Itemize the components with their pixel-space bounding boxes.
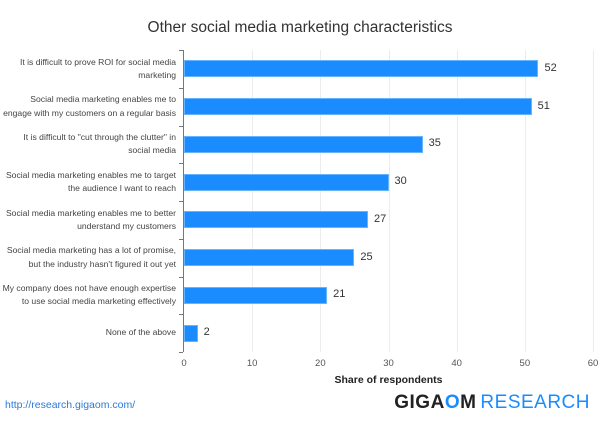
value-label: 21 bbox=[333, 288, 346, 301]
y-tick bbox=[179, 87, 183, 89]
gridline bbox=[320, 50, 322, 352]
category-label: It is difficult to "cut through the clut… bbox=[23, 132, 176, 156]
brand-text-o: O bbox=[444, 392, 461, 413]
bar[interactable] bbox=[184, 135, 423, 153]
category-label: Social media marketing enables me to tar… bbox=[5, 169, 176, 194]
y-axis-line bbox=[183, 50, 184, 352]
category-label: My company does not have enough expertis… bbox=[2, 283, 176, 307]
brand-text-giga: GIGA bbox=[394, 392, 445, 413]
bar[interactable] bbox=[184, 249, 355, 267]
category-label: Social media marketing has a lot of prom… bbox=[6, 245, 176, 269]
category-label: Social media marketing enables me to eng… bbox=[3, 94, 176, 118]
bar[interactable] bbox=[184, 98, 532, 116]
value-label: 25 bbox=[360, 250, 373, 263]
y-tick bbox=[179, 314, 183, 316]
x-tick-label: 40 bbox=[451, 358, 462, 369]
bar[interactable] bbox=[184, 173, 389, 191]
category-label: None of the above bbox=[105, 327, 176, 338]
x-tick-label: 20 bbox=[315, 358, 326, 369]
category-label: It is difficult to prove ROI for social … bbox=[19, 56, 176, 80]
brand-logo: GIGAOM RESEARCH bbox=[394, 392, 590, 414]
x-axis-label: Share of respondents bbox=[334, 374, 443, 386]
value-label: 52 bbox=[544, 61, 557, 74]
gridline bbox=[593, 50, 594, 352]
plot-area bbox=[184, 50, 594, 352]
y-tick bbox=[179, 352, 183, 353]
y-tick bbox=[179, 163, 183, 165]
gridline bbox=[252, 50, 254, 352]
brand-text-research: RESEARCH bbox=[480, 392, 590, 413]
gridline bbox=[456, 50, 458, 352]
bar[interactable] bbox=[184, 60, 539, 78]
y-tick bbox=[179, 276, 183, 278]
x-tick-label: 0 bbox=[181, 358, 187, 369]
value-label: 2 bbox=[203, 326, 210, 339]
x-tick-label: 10 bbox=[246, 358, 258, 369]
value-label: 35 bbox=[428, 137, 441, 150]
bar[interactable] bbox=[184, 211, 369, 229]
value-label: 30 bbox=[394, 175, 407, 188]
x-tick-label: 30 bbox=[383, 358, 394, 369]
x-tick-label: 50 bbox=[519, 358, 531, 369]
category-label: Social media marketing enables me to bet… bbox=[5, 207, 176, 231]
y-tick bbox=[179, 125, 183, 127]
value-label: 27 bbox=[374, 212, 387, 225]
gridline bbox=[524, 50, 526, 352]
gridline bbox=[388, 50, 390, 352]
chart-title: Other social media marketing characteris… bbox=[147, 19, 453, 36]
bar[interactable] bbox=[184, 286, 328, 304]
value-label: 51 bbox=[537, 99, 550, 112]
brand-text-m: M bbox=[460, 392, 477, 413]
y-tick bbox=[179, 238, 183, 240]
y-tick bbox=[179, 201, 183, 202]
source-link[interactable]: http://research.gigaom.com/ bbox=[5, 399, 136, 411]
x-tick-label: 60 bbox=[587, 358, 599, 369]
bar[interactable] bbox=[184, 324, 198, 342]
y-tick bbox=[179, 50, 183, 51]
